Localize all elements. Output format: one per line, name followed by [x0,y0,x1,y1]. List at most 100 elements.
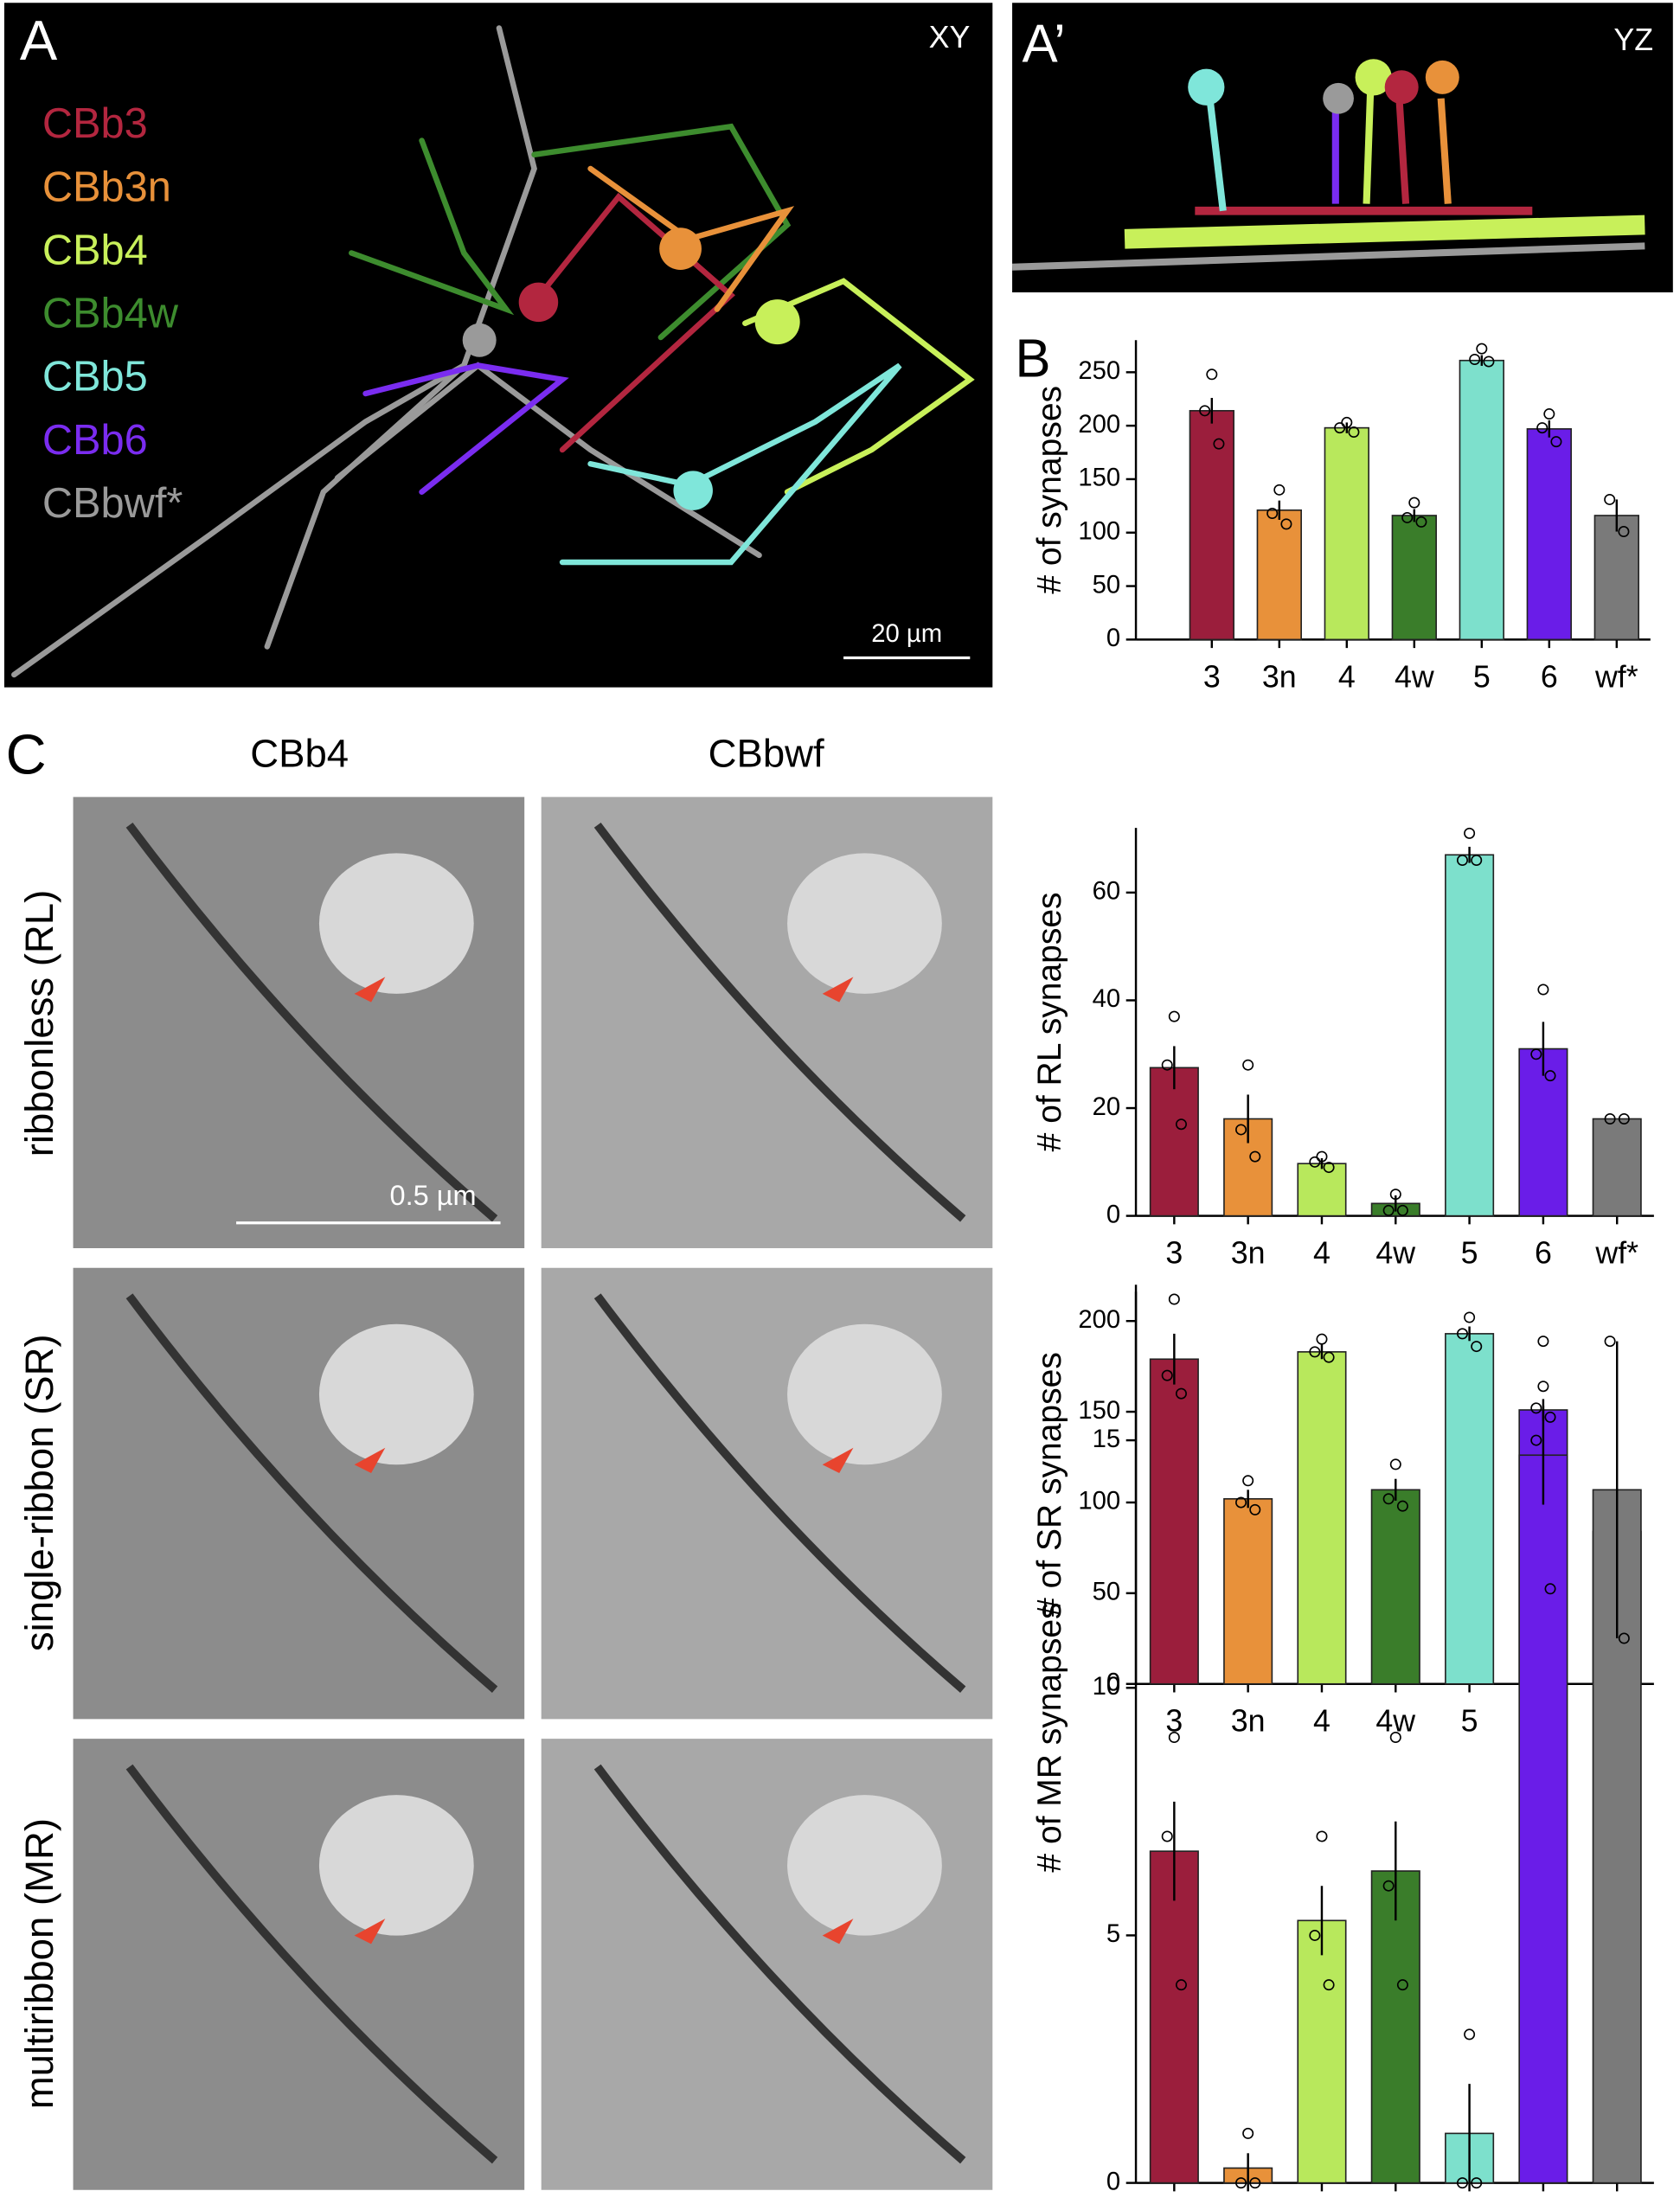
data-point [1235,1124,1247,1136]
membrane [125,1764,498,2164]
x-tick-label: 3 [1203,659,1221,694]
data-point [1280,518,1292,530]
y-tick-label: 50 [1093,571,1121,599]
data-point [1471,2177,1483,2189]
data-point [1168,1732,1180,1743]
y-tick-label: 0 [1106,2168,1120,2195]
bar [1370,1489,1420,1685]
data-point [1348,426,1360,439]
data-point [1249,2177,1261,2189]
legend-entry: CBb3 [42,100,148,147]
data-point [1249,1503,1261,1515]
view-label: XY [929,20,971,54]
neuron-rendering [11,25,975,678]
bar [1324,426,1369,641]
x-tick-label: 3n [1231,1236,1266,1271]
panel-label: C [6,723,47,786]
data-point [1543,408,1555,420]
data-point [1323,1351,1335,1363]
bar [1592,1118,1642,1217]
bar [1223,1497,1273,1685]
x-tick-label: 4w [1395,659,1434,694]
data-point [1456,855,1468,866]
data-point [1476,343,1488,355]
data-point [1469,354,1481,366]
data-point [1483,356,1495,368]
data-point [1161,1369,1173,1381]
x-tick-label: 6 [1535,2203,1552,2204]
data-point [1530,1434,1542,1446]
membrane [125,822,498,1222]
panel-label: A [20,9,58,72]
y-tick-label: 0 [1106,1669,1120,1696]
y-tick-label: 150 [1078,1397,1120,1425]
membrane [593,1293,966,1693]
data-point [1544,1583,1556,1595]
vesicle-area [318,1795,474,1936]
side-rendering [1011,59,1645,271]
x-tick-label: 6 [1535,1236,1552,1271]
bar [1297,1919,1347,2184]
data-point [1401,511,1414,523]
vesicle-area [787,1323,942,1465]
data-point [1396,1500,1408,1512]
data-point [1618,526,1630,538]
x-tick-label: 4 [1338,659,1356,694]
data-point [1618,1113,1630,1124]
vesicle-area [787,1795,942,1936]
x-tick-label: 3 [1165,2203,1183,2204]
panel-label: A’ [1022,15,1065,74]
y-tick-label: 0 [1106,625,1120,652]
x-tick-label: 3 [1165,1236,1183,1271]
data-point [1161,1059,1173,1071]
panel-label: B [1015,330,1050,389]
panel-a-image [3,3,993,688]
vesicle-area [318,1323,474,1465]
membrane [593,1764,966,2164]
data-point [1242,1475,1254,1487]
x-tick-label: 4 [1313,1236,1331,1271]
data-point [1168,1293,1180,1305]
x-tick-label: 4w [1375,2203,1415,2204]
x-tick-label: 4 [1313,1704,1331,1739]
data-point [1323,1162,1335,1174]
x-tick-label: 4 [1313,2203,1331,2204]
y-tick-label: 200 [1078,1306,1120,1334]
data-point [1242,2127,1254,2139]
x-tick-label: 5 [1473,659,1491,694]
bar [1445,854,1495,1217]
y-tick-label: 5 [1106,1920,1120,1948]
bar [1149,1067,1199,1217]
data-point [1309,1929,1321,1941]
data-point [1316,1150,1328,1163]
x-tick-label: 3n [1231,2203,1266,2204]
vesicle-area [318,853,474,994]
data-point [1544,1411,1556,1423]
data-point [1242,1059,1254,1071]
x-tick-label: 4w [1375,1704,1415,1739]
y-tick-label: 10 [1093,1673,1121,1701]
data-point [1471,855,1483,866]
y-tick-label: 20 [1093,1093,1121,1121]
data-point [1464,2028,1476,2041]
legend-entry: CBb4w [42,291,179,337]
data-point [1456,2177,1468,2189]
data-point [1168,1010,1180,1022]
data-point [1537,1381,1549,1393]
row-label: single-ribbon (SR) [17,1334,61,1651]
arrowhead [354,1447,386,1473]
data-point [1604,1113,1616,1124]
data-point [1389,1188,1401,1201]
legend-entry: CBb3n [42,163,171,210]
bar [1526,428,1572,641]
data-point [1382,1204,1395,1216]
bar [1391,515,1437,641]
y-tick-label: 0 [1106,1201,1120,1228]
panel-a2-image [1012,3,1673,292]
data-point [1309,1346,1321,1358]
data-point [1464,1311,1476,1323]
arrowhead [354,1919,386,1945]
bar [1297,1351,1347,1685]
arrowhead [822,1919,854,1945]
data-point [1464,827,1476,839]
